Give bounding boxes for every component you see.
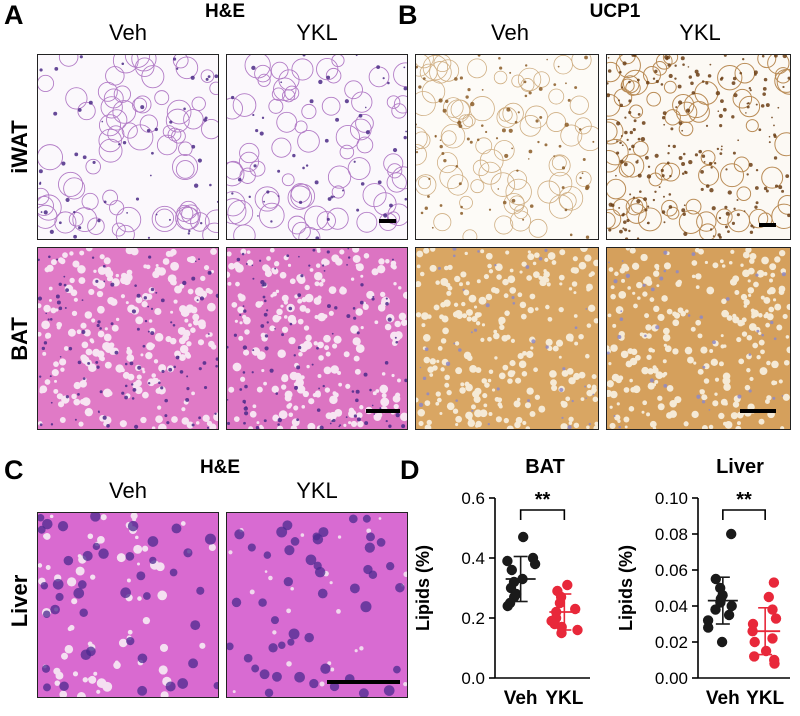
he-bat-veh-image xyxy=(37,247,219,430)
y-tick-label: 0.6 xyxy=(461,489,485,508)
panel-a-row-iwat: iWAT xyxy=(7,120,32,174)
panel-b-stain-title: UCP1 xyxy=(589,1,641,22)
data-point xyxy=(702,615,714,626)
he-iwat-veh-image xyxy=(37,54,219,240)
he-liver-veh-image xyxy=(37,512,219,698)
he-liver-ykl-image xyxy=(226,512,408,698)
panel-c-group-ykl: YKL xyxy=(296,478,338,503)
liver-lipids-chart-title: Liver xyxy=(716,456,764,478)
y-tick-label: 0.0 xyxy=(461,669,485,688)
he-iwat-ykl-image xyxy=(226,54,408,240)
he-liver-ykl-image-graphic xyxy=(227,513,407,697)
data-point xyxy=(703,622,714,633)
ucp1-iwat-veh-image xyxy=(415,54,599,240)
he-iwat-ykl-image-graphic xyxy=(227,55,407,239)
ucp1-iwat-ykl-image-graphic xyxy=(607,55,790,239)
scale-bar xyxy=(740,409,776,413)
data-point xyxy=(710,604,721,615)
panel-a-stain-title: H&E xyxy=(204,1,246,22)
panel-a-row-bat: BAT xyxy=(7,317,32,361)
panel-a-group-ykl: YKL xyxy=(296,20,338,45)
he-bat-ykl-image-graphic xyxy=(227,248,407,429)
data-point xyxy=(726,528,737,540)
ucp1-iwat-veh-image-graphic xyxy=(416,55,598,239)
x-tick-label: Veh xyxy=(504,688,538,709)
data-point xyxy=(710,573,721,585)
panel-b-letter: B xyxy=(398,0,418,30)
ucp1-bat-veh-image-graphic xyxy=(416,248,598,429)
scale-bar xyxy=(327,680,400,684)
panel-c-letter: C xyxy=(4,455,24,485)
y-tick-label: 0.06 xyxy=(655,561,688,580)
data-point xyxy=(562,579,573,591)
ucp1-bat-ykl-image-graphic xyxy=(607,248,790,429)
data-point xyxy=(554,597,566,609)
ucp1-iwat-ykl-image xyxy=(606,54,791,240)
liver-lipids-chart: 0.00 0.02 0.04 0.06 0.08 0.10 Lipids (%) Veh YKL… xyxy=(616,489,790,709)
scale-bar xyxy=(366,409,400,413)
data-point xyxy=(749,636,760,648)
data-point xyxy=(760,645,772,657)
panel-c-stain-title: H&E xyxy=(199,457,241,478)
y-tick-label: 0.00 xyxy=(655,669,688,688)
y-tick-label: 0.2 xyxy=(461,609,485,628)
significance-bracket xyxy=(722,509,766,520)
he-liver-veh-image-graphic xyxy=(38,513,218,697)
bat-lipids-chart: 0.0 0.2 0.4 0.6 Lipids (%) Veh YKL ** xyxy=(413,489,590,709)
significance-bracket xyxy=(519,509,566,520)
he-iwat-veh-image-graphic xyxy=(38,55,218,239)
panel-b-group-veh: Veh xyxy=(491,20,529,45)
data-point xyxy=(723,609,735,621)
y-tick-label: 0.4 xyxy=(461,549,485,568)
y-tick-label: 0.02 xyxy=(655,633,688,652)
scale-bar xyxy=(379,219,396,223)
bat-lipids-chart-title: BAT xyxy=(525,456,565,478)
data-point xyxy=(572,624,583,636)
panel-a-group-veh: Veh xyxy=(109,20,147,45)
data-point xyxy=(767,633,778,644)
data-point xyxy=(749,651,760,662)
data-point xyxy=(726,600,737,612)
y-tick-label: 0.04 xyxy=(655,597,688,616)
ucp1-bat-ykl-image xyxy=(606,247,791,430)
x-tick-label: YKL xyxy=(545,688,583,709)
significance-stars: ** xyxy=(736,489,752,511)
data-point xyxy=(716,636,728,648)
data-point xyxy=(763,591,774,603)
data-point xyxy=(502,600,513,612)
he-bat-ykl-image xyxy=(226,247,408,430)
panel-c-group-veh: Veh xyxy=(109,478,147,503)
y-tick-label: 0.08 xyxy=(655,525,688,544)
data-point xyxy=(767,604,778,615)
y-axis-label: Lipids (%) xyxy=(413,545,433,631)
y-tick-label: 0.10 xyxy=(655,489,688,508)
panel-c-row-liver: Liver xyxy=(7,574,32,628)
data-point xyxy=(770,613,782,624)
y-axis-label: Lipids (%) xyxy=(616,545,636,631)
ucp1-bat-veh-image xyxy=(415,247,599,430)
scale-bar xyxy=(759,223,776,227)
panel-d-letter: D xyxy=(400,455,420,485)
data-point xyxy=(502,555,513,567)
panel-a-letter: A xyxy=(4,0,24,30)
x-tick-label: YKL xyxy=(746,688,784,709)
significance-stars: ** xyxy=(535,489,551,511)
panel-b-group-ykl: YKL xyxy=(679,20,721,45)
x-tick-label: Veh xyxy=(706,688,740,709)
data-point xyxy=(518,531,529,543)
he-bat-veh-image-graphic xyxy=(38,248,218,429)
data-point xyxy=(506,564,517,576)
data-point xyxy=(769,658,780,669)
data-point xyxy=(529,558,541,570)
data-point xyxy=(768,577,780,588)
